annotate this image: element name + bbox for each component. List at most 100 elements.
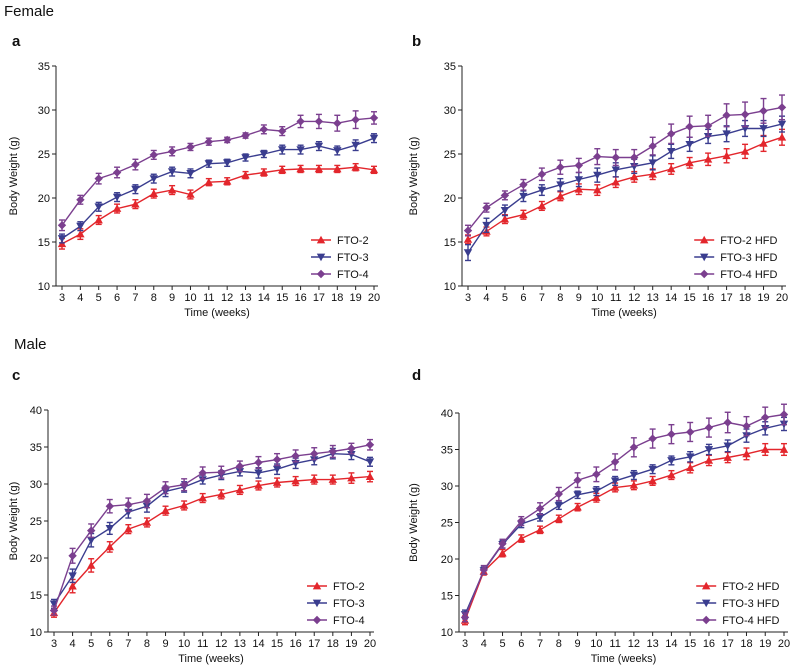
series-line [53,452,371,605]
data-point [630,153,639,162]
y-tick-label: 35 [38,61,50,73]
legend-label: FTO-3 [337,252,369,264]
data-point [723,418,732,427]
panel-letter: d [412,367,421,384]
x-tick-label: 6 [114,292,120,304]
series-line [53,475,371,614]
x-tick-label: 4 [481,638,487,650]
data-point [351,163,360,171]
section-label-male: Male [14,336,47,353]
series-1 [49,470,375,618]
data-point [87,536,96,545]
data-point [241,131,250,140]
x-tick-label: 18 [331,292,343,304]
data-point [223,135,232,145]
data-point [500,214,510,223]
series-1 [57,162,379,250]
y-tick-label: 15 [441,591,453,603]
data-point [761,445,770,453]
data-point [124,508,133,517]
x-tick-label: 11 [610,292,621,304]
x-tick-label: 8 [556,638,562,650]
y-tick-label: 20 [30,553,42,565]
data-point [278,146,287,154]
data-point [519,192,528,201]
y-axis-title: Body Weight (g) [8,137,20,216]
data-point [124,524,133,533]
data-point [167,168,177,176]
data-point [648,170,657,178]
data-point [592,487,601,496]
data-point [573,491,582,499]
y-tick-label: 30 [30,479,42,491]
panel-letter: a [12,33,21,50]
data-point [463,249,473,257]
x-tick-label: 10 [591,292,603,304]
legend-marker [312,581,322,590]
data-point [777,103,787,112]
chart-a-svg: a 10 15 20 25 30 35 3 4 5 6 7 8 9 10 11 12 13 14 15 16 17 18 19… [8,33,380,319]
data-point [278,126,287,136]
x-tick-label: 8 [144,638,150,650]
y-tick-label: 35 [441,445,453,457]
data-point [186,190,195,198]
x-tick-label: 10 [178,638,190,650]
data-point [347,444,356,453]
data-point [314,164,324,173]
data-point [573,503,582,511]
x-tick-label: 11 [203,292,214,304]
data-point [314,142,324,151]
x-tick-label: 11 [609,638,620,650]
data-point [198,493,207,502]
data-point [574,185,583,193]
legend-label: FTO-4 [333,615,365,627]
y-axis-title: Body Weight (g) [8,482,20,561]
x-tick-label: 15 [271,638,283,650]
series-line [61,117,375,226]
data-point [479,565,488,575]
data-point [574,161,583,170]
data-point [686,453,695,461]
data-point [223,159,232,167]
x-tick-label: 7 [537,638,543,650]
data-point [57,235,67,243]
data-point [291,476,300,485]
data-point [761,413,770,422]
legend-label: FTO-4 HFD [722,615,779,627]
x-tick-label: 9 [576,292,582,304]
data-point [648,465,657,474]
x-tick-label: 10 [184,292,196,304]
data-point [667,129,676,138]
chart-panel-c: c 10 15 20 25 30 35 40 3 4 5 6 7 8 9 10 11 12 13 14 15 16 17 18… [0,362,400,665]
y-tick-label: 35 [444,61,456,73]
data-point [204,137,213,146]
y-tick-label: 10 [444,281,456,293]
x-tick-label: 3 [59,292,65,304]
data-point [593,185,602,194]
data-point [761,425,770,433]
data-point [648,476,657,485]
y-tick-label: 40 [441,408,453,420]
series-1 [463,128,787,245]
section-label-female: Female [4,3,55,20]
data-point [310,449,319,458]
data-point [254,469,263,478]
x-tick-label: 11 [197,638,208,650]
series-2 [57,133,379,244]
data-point [112,193,122,202]
y-tick-label: 15 [38,237,50,249]
x-tick-label: 20 [368,292,380,304]
data-point [537,201,547,210]
legend: FTO-2 FTO-3 FTO-4 [311,235,369,281]
x-tick-label: 14 [665,292,677,304]
data-point [314,117,324,126]
data-point [49,606,59,615]
x-tick-label: 5 [499,638,505,650]
x-tick-label: 18 [327,638,339,650]
x-tick-label: 5 [502,292,508,304]
data-point [537,186,547,195]
data-point [179,501,189,509]
data-point [149,189,158,197]
data-point [722,130,731,138]
data-point [500,191,510,200]
